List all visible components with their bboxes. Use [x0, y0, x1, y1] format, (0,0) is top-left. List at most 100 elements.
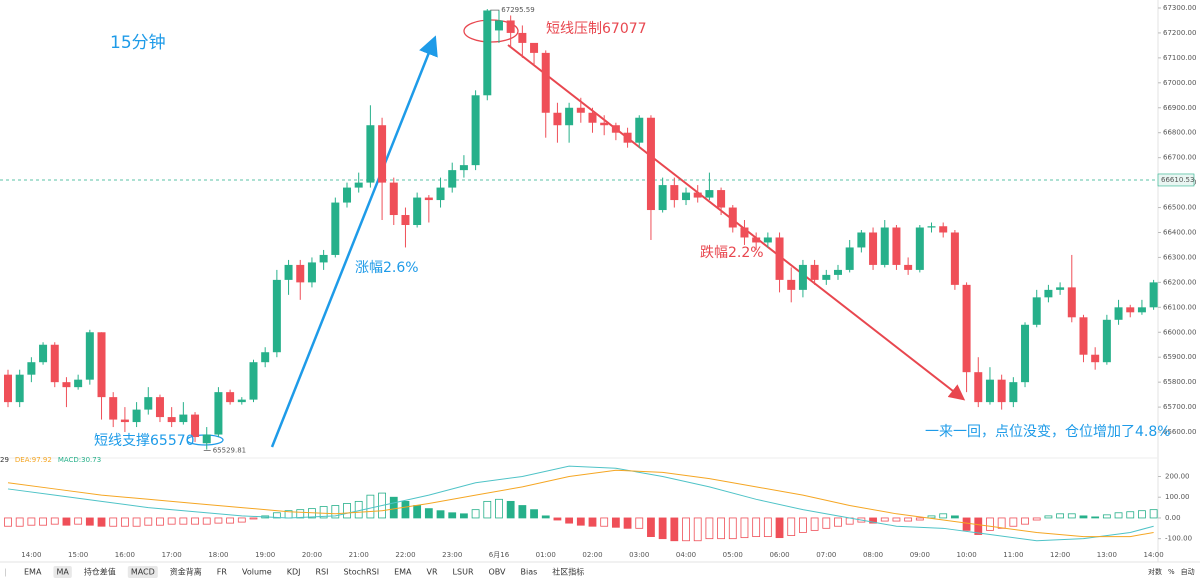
- candle-body: [97, 332, 106, 398]
- candle-body: [413, 197, 422, 226]
- candle-body: [623, 132, 632, 143]
- candle-body: [319, 254, 328, 263]
- macd-bar: [249, 517, 258, 520]
- candle-body: [670, 185, 679, 201]
- candle-body: [483, 10, 492, 96]
- toolbar-right-item[interactable]: %: [1168, 568, 1175, 576]
- y-tick-label: 200.00: [1165, 473, 1190, 481]
- macd-bar: [576, 517, 585, 526]
- macd-bar: [167, 517, 176, 525]
- macd-bar: [389, 496, 398, 519]
- toolbar-item-label: FR: [217, 568, 228, 577]
- candle-body: [787, 279, 796, 290]
- y-tick-label: 66200.00: [1163, 278, 1196, 286]
- macd-bar: [728, 517, 737, 540]
- macd-bar: [763, 517, 772, 538]
- candle-body: [506, 20, 515, 33]
- candle-body: [191, 414, 200, 438]
- candle-body: [565, 107, 574, 126]
- x-tick-label: 15:00: [68, 551, 88, 559]
- candle-body: [202, 434, 211, 444]
- candle-body: [869, 232, 878, 265]
- macd-bar: [623, 517, 632, 529]
- toolbar-item-label: EMA: [24, 568, 42, 577]
- candle-body: [892, 227, 901, 265]
- macd-bar: [1102, 514, 1111, 519]
- candle-body: [857, 232, 866, 248]
- y-tick-label: 67000.00: [1163, 79, 1196, 87]
- toolbar-item[interactable]: LSUR: [450, 566, 477, 578]
- candle-body: [588, 112, 597, 123]
- candle-body: [798, 264, 807, 290]
- macd-bar: [682, 517, 690, 542]
- macd-bar: [121, 517, 129, 527]
- toolbar-item[interactable]: StochRSI: [341, 566, 383, 578]
- macd-bar: [156, 517, 164, 526]
- macd-bar: [518, 505, 527, 519]
- candle-body: [1067, 287, 1076, 318]
- candle-body: [226, 392, 235, 403]
- candle-body: [1114, 307, 1123, 320]
- y-tick-label: 66500.00: [1163, 204, 1196, 212]
- candle-body: [179, 414, 188, 423]
- candle-body: [343, 187, 352, 203]
- macd-bar: [693, 517, 702, 542]
- toolbar-item-bg: [53, 566, 72, 578]
- annotation: 短线压制67077: [546, 21, 647, 37]
- y-tick-label: 65800.00: [1163, 378, 1196, 386]
- toolbar-item-label: Volume: [242, 568, 272, 577]
- macd-bar: [1056, 513, 1064, 519]
- y-tick-label: 66900.00: [1163, 104, 1196, 112]
- toolbar-item[interactable]: EMA: [21, 566, 44, 578]
- toolbar-right-item[interactable]: 自动: [1181, 567, 1195, 576]
- macd-bar: [202, 517, 211, 525]
- candle-body: [822, 274, 831, 280]
- macd-bar: [1138, 510, 1146, 519]
- candle-body: [1126, 307, 1135, 313]
- x-tick-label: 16:00: [115, 551, 135, 559]
- candle-body: [85, 332, 94, 380]
- toolbar-item[interactable]: FR: [214, 566, 230, 578]
- toolbar-item[interactable]: VR: [424, 566, 441, 578]
- x-tick-label: 05:00: [723, 551, 743, 559]
- toolbar-item[interactable]: MA: [53, 566, 72, 578]
- candle-body: [974, 372, 983, 403]
- toolbar-item[interactable]: Volume: [239, 566, 275, 578]
- macd-line: [7, 469, 1154, 538]
- toolbar-item[interactable]: OBV: [486, 566, 509, 578]
- macd-bar: [179, 517, 188, 525]
- toolbar-item[interactable]: 社区指标: [549, 566, 587, 578]
- candle-body: [728, 207, 737, 228]
- toolbar-right-item[interactable]: 对数: [1148, 567, 1162, 576]
- toolbar-item[interactable]: KDJ: [284, 566, 304, 578]
- toolbar-item[interactable]: MACD: [127, 566, 158, 578]
- toolbar-item-label: LSUR: [453, 568, 474, 577]
- y-tick-label: 65700.00: [1163, 403, 1196, 411]
- price-label: 66610.53: [1161, 176, 1194, 184]
- toolbar-item[interactable]: RSI: [313, 566, 332, 578]
- toolbar-item[interactable]: EMA: [391, 566, 414, 578]
- x-tick-label: 14:00: [1144, 551, 1164, 559]
- macd-bar: [611, 517, 620, 528]
- x-tick-label: 11:00: [1003, 551, 1023, 559]
- candle-body: [120, 419, 129, 423]
- macd-bar: [869, 517, 877, 524]
- macd-bar: [962, 517, 971, 531]
- toolbar-item-label: VR: [427, 568, 438, 577]
- y-tick-label: 67300.00: [1163, 4, 1196, 12]
- candle-body: [15, 374, 24, 403]
- macd-bar: [132, 517, 141, 527]
- candle-body: [401, 215, 410, 226]
- candle-body: [635, 117, 644, 143]
- candle-body: [950, 232, 959, 285]
- toolbar-item-label: 持仓差值: [84, 567, 116, 577]
- macd-bar: [565, 517, 574, 524]
- x-tick-label: 17:00: [162, 551, 182, 559]
- x-tick-label: 01:00: [536, 551, 556, 559]
- toolbar-item[interactable]: 资金背离: [167, 566, 205, 578]
- macd-bar: [1067, 513, 1076, 519]
- toolbar-item[interactable]: 持仓差值: [81, 566, 119, 578]
- annotation: 涨幅2.6%: [355, 260, 419, 276]
- toolbar-item[interactable]: Bias: [518, 566, 541, 578]
- candle-body: [939, 226, 948, 233]
